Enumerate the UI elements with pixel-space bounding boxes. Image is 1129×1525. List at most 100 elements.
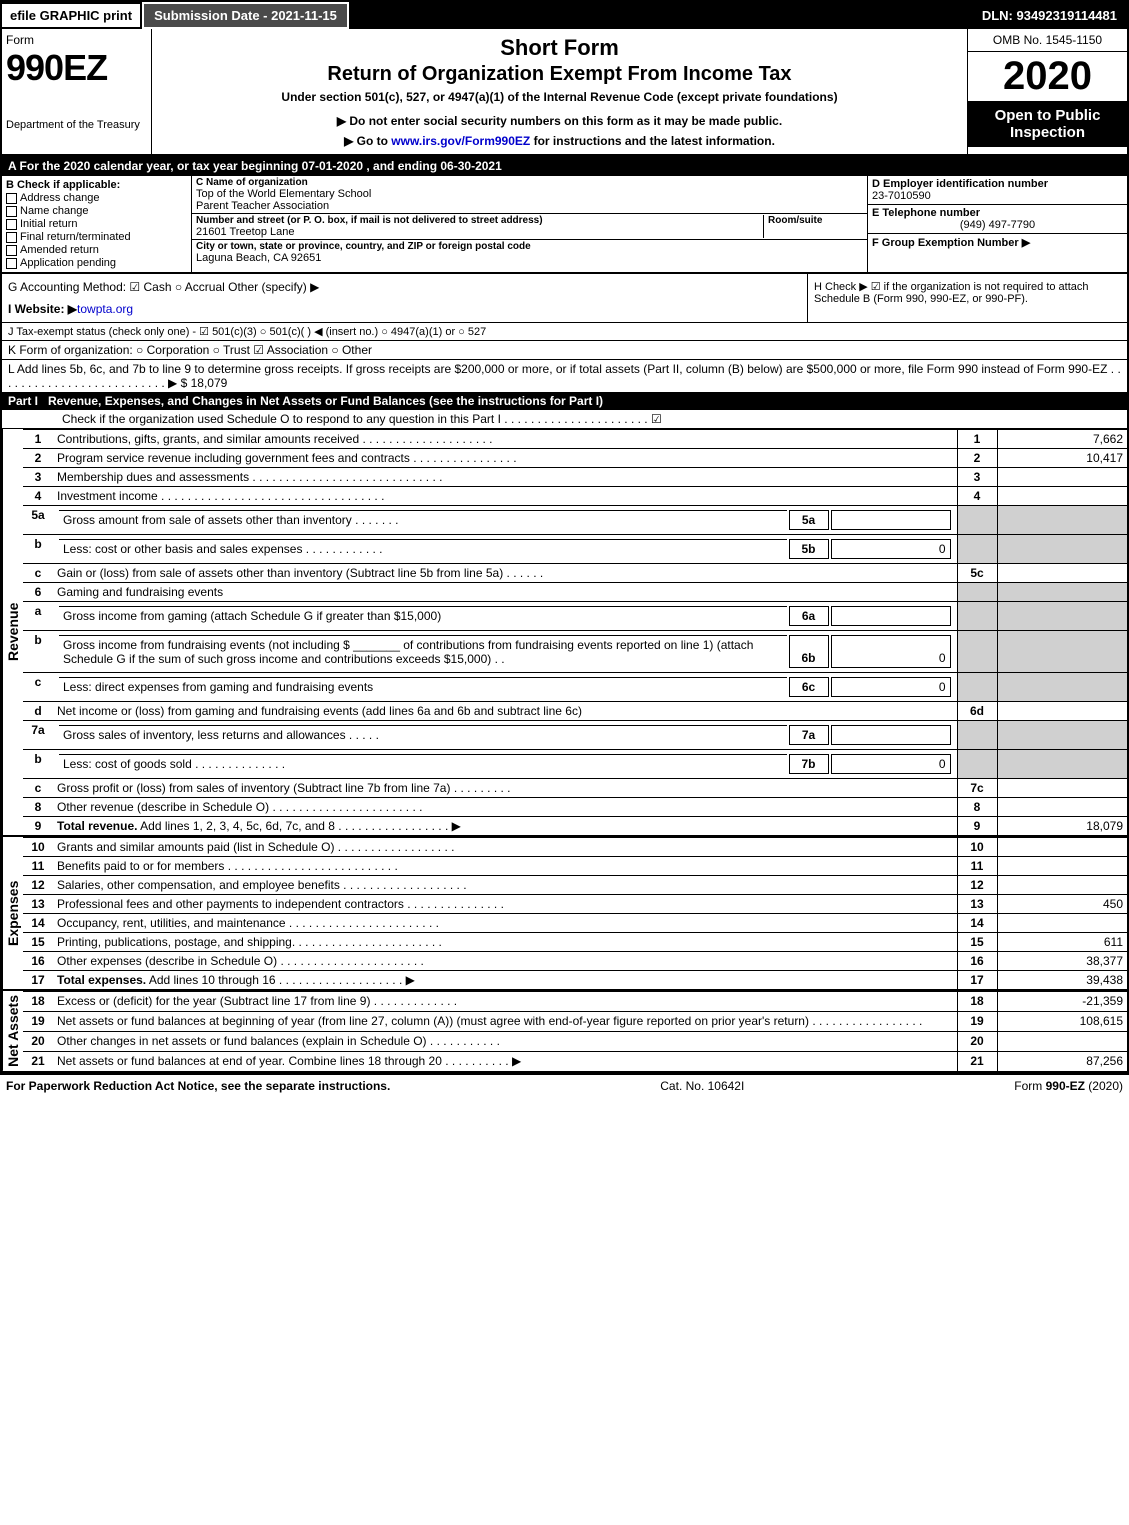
l16-box: 16 xyxy=(957,952,997,971)
opt-initial: Initial return xyxy=(20,218,77,230)
l3-desc: Membership dues and assessments xyxy=(57,470,249,484)
ein-value: 23-7010590 xyxy=(872,190,1123,202)
l2-desc: Program service revenue including govern… xyxy=(57,451,410,465)
l6-greybox xyxy=(957,583,997,602)
l5c-num: c xyxy=(23,564,53,583)
netassets-section: Net Assets 18 Excess or (deficit) for the… xyxy=(2,989,1127,1071)
l12-box: 12 xyxy=(957,876,997,895)
irs-link[interactable]: www.irs.gov/Form990EZ xyxy=(391,134,530,148)
l10-box: 10 xyxy=(957,838,997,857)
l13-desc: Professional fees and other payments to … xyxy=(57,897,404,911)
l7a-sv xyxy=(831,725,951,745)
l6a-sv xyxy=(831,606,951,626)
opt-address: Address change xyxy=(20,192,100,204)
part1-sub-check: ☑ xyxy=(651,412,662,426)
l17-amt: 39,438 xyxy=(997,971,1127,990)
footer: For Paperwork Reduction Act Notice, see … xyxy=(0,1073,1129,1097)
l4-box: 4 xyxy=(957,487,997,506)
l10-desc: Grants and similar amounts paid (list in… xyxy=(57,840,334,854)
l15-num: 15 xyxy=(23,933,53,952)
street-label: Number and street (or P. O. box, if mail… xyxy=(196,215,763,226)
expenses-side-label: Expenses xyxy=(2,837,23,989)
revenue-table: 1Contributions, gifts, grants, and simil… xyxy=(23,429,1127,835)
l5a-sv xyxy=(831,510,951,530)
l5c-box: 5c xyxy=(957,564,997,583)
org-block: B Check if applicable: Address change Na… xyxy=(2,176,1127,274)
line-l: L Add lines 5b, 6c, and 7b to line 9 to … xyxy=(2,360,1127,392)
part1-title: Revenue, Expenses, and Changes in Net As… xyxy=(48,394,1121,408)
l6c-greybox xyxy=(957,673,997,702)
period-bar: A For the 2020 calendar year, or tax yea… xyxy=(2,156,1127,176)
l13-box: 13 xyxy=(957,895,997,914)
warning-ssn: ▶ Do not enter social security numbers o… xyxy=(158,114,961,128)
omb-number: OMB No. 1545-1150 xyxy=(968,29,1127,52)
l17-num: 17 xyxy=(23,971,53,990)
l5c-amt xyxy=(997,564,1127,583)
dept-label: Department of the Treasury xyxy=(6,119,147,131)
tax-year: 2020 xyxy=(968,52,1127,101)
check-amended[interactable] xyxy=(6,245,17,256)
l6d-num: d xyxy=(23,702,53,721)
l20-box: 20 xyxy=(957,1031,997,1051)
l19-amt: 108,615 xyxy=(997,1011,1127,1031)
l7c-box: 7c xyxy=(957,779,997,798)
box-def: D Employer identification number 23-7010… xyxy=(867,176,1127,272)
check-final[interactable] xyxy=(6,232,17,243)
l4-amt xyxy=(997,487,1127,506)
l18-box: 18 xyxy=(957,992,997,1012)
l18-amt: -21,359 xyxy=(997,992,1127,1012)
l6-desc: Gaming and fundraising events xyxy=(53,583,957,602)
check-initial[interactable] xyxy=(6,219,17,230)
city-value: Laguna Beach, CA 92651 xyxy=(196,252,863,264)
l18-desc: Excess or (deficit) for the year (Subtra… xyxy=(57,994,370,1008)
l3-amt xyxy=(997,468,1127,487)
l6-num: 6 xyxy=(23,583,53,602)
website-link[interactable]: towpta.org xyxy=(77,302,133,316)
l7a-desc: Gross sales of inventory, less returns a… xyxy=(63,728,346,742)
l15-amt: 611 xyxy=(997,933,1127,952)
title-short-form: Short Form xyxy=(158,35,961,61)
l9-box: 9 xyxy=(957,817,997,836)
l6c-sv: 0 xyxy=(831,677,951,697)
opt-name: Name change xyxy=(20,205,89,217)
l16-desc: Other expenses (describe in Schedule O) xyxy=(57,954,277,968)
l7b-sv: 0 xyxy=(831,754,951,774)
l12-amt xyxy=(997,876,1127,895)
netassets-side-label: Net Assets xyxy=(2,991,23,1071)
l8-amt xyxy=(997,798,1127,817)
efile-label[interactable]: efile GRAPHIC print xyxy=(2,4,142,27)
org-name-label: C Name of organization xyxy=(196,177,863,188)
l1-amt: 7,662 xyxy=(997,430,1127,449)
l16-num: 16 xyxy=(23,952,53,971)
l5a-sb: 5a xyxy=(789,510,829,530)
l6a-num: a xyxy=(23,602,53,631)
box-b-title: B Check if applicable: xyxy=(6,179,120,191)
l5b-greybox xyxy=(957,535,997,564)
l21-amt: 87,256 xyxy=(997,1051,1127,1070)
check-name[interactable] xyxy=(6,206,17,217)
l21-arrow: ▶ xyxy=(512,1054,521,1068)
l20-amt xyxy=(997,1031,1127,1051)
l6b-desc1: Gross income from fundraising events (no… xyxy=(63,638,350,652)
l6c-sb: 6c xyxy=(789,677,829,697)
check-address[interactable] xyxy=(6,193,17,204)
opt-amended: Amended return xyxy=(20,244,99,256)
check-pending[interactable] xyxy=(6,258,17,269)
l7a-num: 7a xyxy=(23,721,53,750)
l12-desc: Salaries, other compensation, and employ… xyxy=(57,878,340,892)
line-k: K Form of organization: ○ Corporation ○ … xyxy=(2,341,1127,360)
l9-num: 9 xyxy=(23,817,53,836)
l7a-sb: 7a xyxy=(789,725,829,745)
phone-label: E Telephone number xyxy=(872,207,980,219)
l16-amt: 38,377 xyxy=(997,952,1127,971)
l19-box: 19 xyxy=(957,1011,997,1031)
l17-arrow: ▶ xyxy=(406,973,415,987)
l11-num: 11 xyxy=(23,857,53,876)
l5b-desc: Less: cost or other basis and sales expe… xyxy=(63,542,302,556)
l13-amt: 450 xyxy=(997,895,1127,914)
l9-arrow: ▶ xyxy=(452,819,461,833)
l3-num: 3 xyxy=(23,468,53,487)
l11-desc: Benefits paid to or for members xyxy=(57,859,224,873)
netassets-table: 18 Excess or (deficit) for the year (Subt… xyxy=(23,991,1127,1071)
l5b-sb: 5b xyxy=(789,539,829,559)
